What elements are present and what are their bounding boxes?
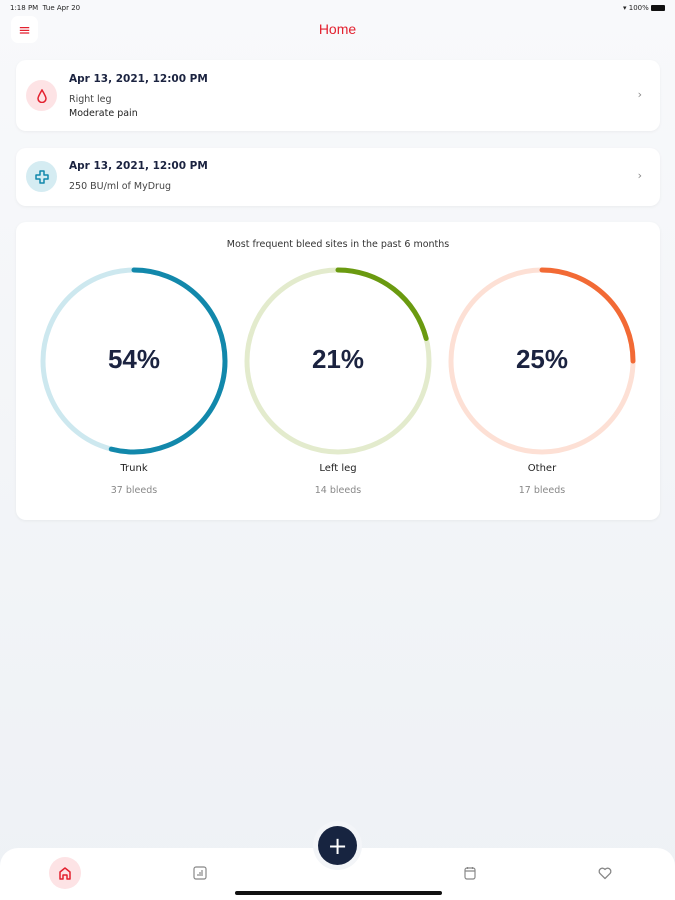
status-date: Tue Apr 20: [42, 4, 81, 12]
ring-bleed-count: 37 bleeds: [110, 485, 158, 496]
ring-bleed-count: 14 bleeds: [314, 485, 362, 496]
ring-percent: 25%: [515, 344, 569, 374]
status-time: 1:18 PM: [10, 4, 39, 12]
ring-bleed-count: 17 bleeds: [518, 485, 566, 496]
plus-icon: +: [327, 831, 348, 860]
menu-button[interactable]: ≡: [11, 16, 38, 43]
ring-arc: [244, 267, 432, 455]
hamburger-icon: ≡: [18, 20, 31, 39]
battery-percent: 100%: [628, 4, 649, 12]
home-indicator: [235, 891, 442, 895]
ring-chart-left-leg: 21% Left leg 14 bleeds: [243, 266, 433, 496]
bleed-sites-card: Most frequent bleed sites in the past 6 …: [16, 222, 660, 520]
add-button[interactable]: +: [318, 826, 357, 865]
calendar-icon: [464, 867, 476, 880]
battery-icon: [651, 5, 665, 11]
tab-home[interactable]: [49, 857, 81, 889]
chart-title: Most frequent bleed sites in the past 6 …: [226, 239, 450, 250]
heart-icon: [598, 867, 612, 880]
entry-pain: Moderate pain: [69, 108, 138, 119]
ring-chart-other: 25% Other 17 bleeds: [447, 266, 637, 496]
ring-percent: 21%: [311, 344, 365, 374]
ring-svg: [40, 267, 228, 455]
ring-arc: [448, 267, 636, 455]
ring-site-name: Trunk: [120, 463, 148, 474]
chart-icon: [193, 866, 207, 880]
tab-favorites[interactable]: [589, 857, 621, 889]
chevron-right-icon: ›: [637, 88, 642, 101]
home-icon: [59, 867, 71, 880]
page-title: Home: [318, 21, 357, 37]
ring-site-name: Other: [527, 463, 557, 474]
entry-dose: 250 BU/ml of MyDrug: [69, 181, 172, 192]
ring-arc: [40, 267, 228, 455]
blood-drop-icon: [26, 80, 57, 111]
ring-chart-trunk: 54% Trunk 37 bleeds: [39, 266, 229, 496]
ring-site-name: Left leg: [319, 463, 357, 474]
wifi-icon: ▾: [623, 4, 627, 12]
tab-calendar[interactable]: [454, 857, 486, 889]
entry-date: Apr 13, 2021, 12:00 PM: [69, 160, 208, 172]
entry-date: Apr 13, 2021, 12:00 PM: [69, 73, 208, 85]
treatment-entry-card[interactable]: Apr 13, 2021, 12:00 PM 250 BU/ml of MyDr…: [16, 148, 660, 206]
entry-location: Right leg: [69, 94, 112, 105]
medical-cross-icon: [26, 161, 57, 192]
ring-svg: [244, 267, 432, 455]
chevron-right-icon: ›: [637, 169, 642, 182]
tab-stats[interactable]: [184, 857, 216, 889]
bleed-entry-card[interactable]: Apr 13, 2021, 12:00 PM Right leg Moderat…: [16, 60, 660, 131]
ring-svg: [448, 267, 636, 455]
status-bar: 1:18 PM Tue Apr 20 ▾ 100%: [10, 4, 665, 12]
ring-percent: 54%: [107, 344, 161, 374]
